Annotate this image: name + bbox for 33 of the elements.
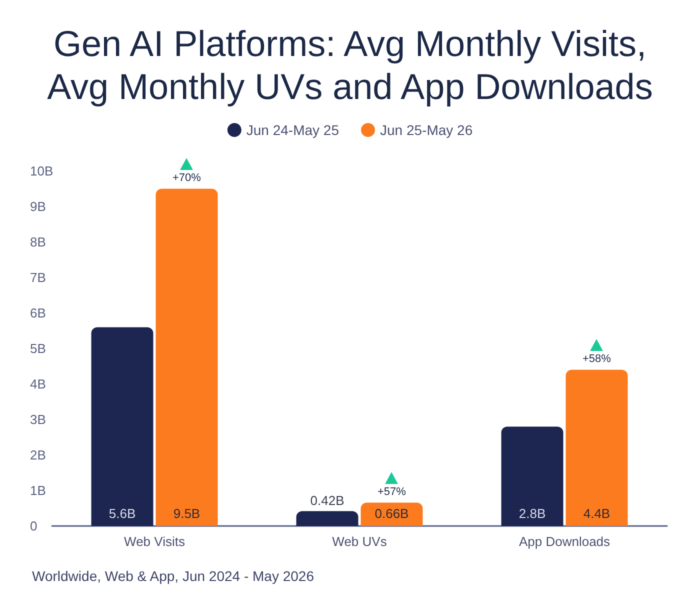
y-tick-label: 5B — [30, 341, 46, 356]
y-tick-label: 0 — [30, 518, 38, 534]
y-tick-label: 10B — [30, 164, 54, 178]
data-label: 2.8B — [518, 506, 546, 521]
text: Worldwide, Web & App, Jun 2024 - May 2026 — [32, 568, 314, 584]
annotation: +70% — [172, 172, 201, 184]
data-label: 9.5B — [173, 506, 200, 521]
y-tick-label: 3B — [30, 412, 46, 427]
bar — [360, 502, 423, 526]
x-tick-label: App Downloads — [518, 534, 611, 549]
y-tick-label: 2B — [30, 448, 46, 462]
data-label: 0.42B — [310, 493, 344, 508]
data-label: 5.6B — [108, 506, 136, 521]
legend-label: Jun 24-May 25 — [246, 122, 340, 138]
x-tick-label: Web UVs — [332, 534, 388, 549]
bar — [501, 426, 564, 526]
bar — [156, 188, 218, 526]
legend-label: Jun 25-May 26 — [380, 122, 473, 138]
chart-title: Gen AI Platforms: Avg Monthly Visits, Avg Monthly UVs and App Downloads — [46, 22, 654, 108]
x-tick-label: Web Visits — [124, 534, 186, 549]
y-tick-label: 1B — [30, 483, 46, 498]
data-label: 4.4B — [583, 506, 610, 521]
annotation: +58% — [582, 352, 611, 365]
y-tick-label: 7B — [30, 270, 46, 285]
bar — [566, 370, 628, 526]
annotation: +57% — [378, 486, 406, 498]
data-label: 0.66B — [374, 506, 409, 521]
y-tick-label: 9B — [30, 199, 46, 214]
bar — [296, 511, 358, 526]
bar — [91, 327, 154, 526]
y-tick-label: 8B — [30, 234, 46, 250]
y-tick-label: 4B — [30, 376, 46, 392]
y-tick-label: 6B — [30, 306, 46, 320]
